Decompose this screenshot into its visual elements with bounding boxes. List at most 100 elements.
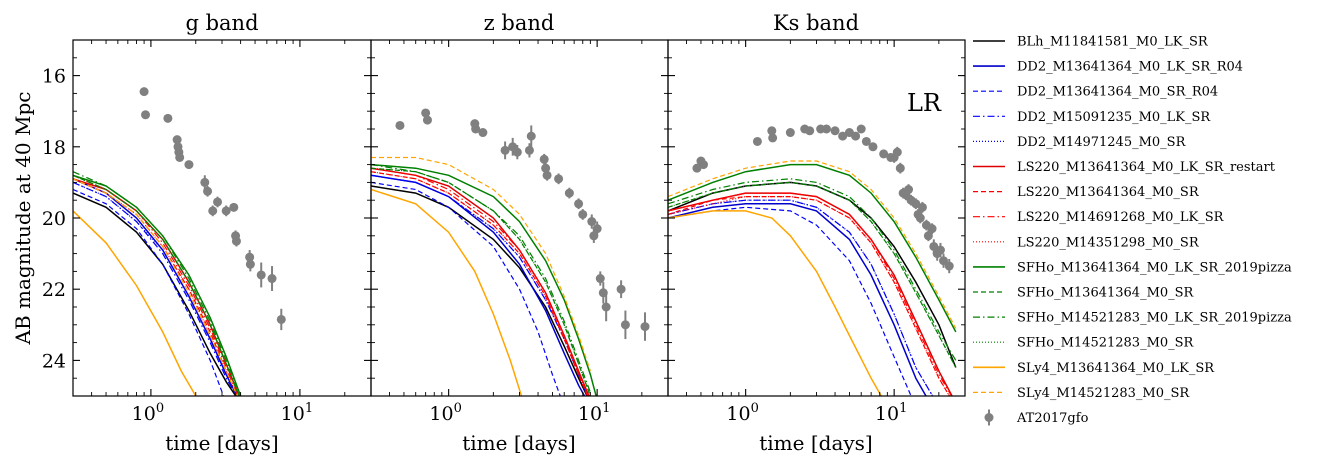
legend-label: LS220_M14691268_M0_LK_SR <box>1017 210 1225 225</box>
obs-point <box>526 131 536 141</box>
x-axis-label-z: time [days] <box>462 431 576 455</box>
obs-point <box>768 133 778 143</box>
series-line-ls220-m14351298-m0-sr <box>371 171 589 396</box>
obs-point <box>539 154 549 164</box>
obs-point <box>587 217 597 227</box>
obs-point <box>595 274 605 284</box>
legend-label: LS220_M13641364_M0_SR <box>1017 185 1200 200</box>
series-line-sly4-m13641364-m0-lk-sr <box>73 210 197 396</box>
obs-point <box>911 199 921 209</box>
obs-point <box>141 110 151 120</box>
series-line-dd2-m13641364-m0-lk-sr-r04 <box>668 203 927 396</box>
x-tick-label: 100 <box>132 401 164 425</box>
legend-label: SFHo_M14521283_M0_LK_SR_2019pizza <box>1017 311 1292 326</box>
x-tick-label: 101 <box>578 401 610 425</box>
obs-point <box>856 124 866 134</box>
obs-point <box>895 163 905 173</box>
panel-ks: Ks band 100 101 time [days] LR <box>667 11 966 455</box>
obs-point <box>542 170 552 180</box>
obs-point <box>512 147 522 157</box>
obs-point <box>767 126 777 136</box>
series-line-sfho-m13641364-m0-lk-sr-2019pizza <box>668 163 957 333</box>
series-line-sly4-m13641364-m0-lk-sr <box>668 210 883 396</box>
obs-point <box>821 124 831 134</box>
x-axis-label-g: time [days] <box>165 431 279 455</box>
obs-point <box>620 320 630 330</box>
x-axis-label-ks: time [days] <box>759 431 873 455</box>
obs-point <box>838 131 848 141</box>
legend-label: BLh_M11841581_M0_LK_SR <box>1017 35 1209 50</box>
obs-point <box>923 231 933 241</box>
series-line-sly4-m14521283-m0-sr <box>73 178 239 396</box>
series-line-sfho-m14521283-m0-lk-sr-2019pizza <box>371 164 591 393</box>
obs-point <box>879 149 889 159</box>
x-tick-label: 100 <box>429 401 461 425</box>
obs-point <box>939 256 949 266</box>
series-line-dd2-m13641364-m0-sr-r04 <box>668 206 912 396</box>
series-line-sfho-m13641364-m0-lk-sr-2019pizza <box>73 174 242 396</box>
obs-point <box>208 206 218 216</box>
series-line-sfho-m14521283-m0-lk-sr-2019pizza <box>668 178 957 361</box>
obs-point <box>471 124 481 134</box>
obs-point <box>267 274 277 284</box>
obs-point <box>601 302 611 312</box>
obs-point <box>221 206 231 216</box>
panel-g: g band 100 101 16 18 20 22 24 time [days] <box>42 11 372 455</box>
obs-point <box>805 126 815 136</box>
obs-point <box>578 209 588 219</box>
legend-label: DD2_M14971245_M0_SR <box>1017 135 1187 150</box>
obs-point <box>564 188 574 198</box>
series-line-sly4-m14521283-m0-sr <box>668 160 957 329</box>
obs-point <box>184 160 194 170</box>
legend: BLh_M11841581_M0_LK_SR DD2_M13641364_M0_L… <box>973 35 1292 426</box>
obs-point <box>589 231 599 241</box>
legend-label: LS220_M14351298_M0_SR <box>1017 235 1200 250</box>
panel-title-g: g band <box>185 11 258 35</box>
panel-title-ks: Ks band <box>773 11 859 35</box>
series-line-dd2-m15091235-m0-lk-sr <box>73 181 238 396</box>
obs-point <box>139 87 149 97</box>
obs-point <box>851 131 861 141</box>
obs-point <box>830 126 840 136</box>
legend-label: SLy4_M13641364_M0_LK_SR <box>1017 361 1215 376</box>
series-line-sfho-m14521283-m0-lk-sr-2019pizza <box>73 171 242 396</box>
legend-label: SFHo_M14521283_M0_SR <box>1017 336 1195 351</box>
series-line-sly4-m13641364-m0-lk-sr <box>371 188 523 396</box>
obs-point <box>172 135 182 145</box>
obs-point <box>935 245 945 255</box>
obs-point <box>276 314 286 324</box>
obs-point <box>892 147 902 157</box>
obs-point <box>861 136 871 146</box>
obs-point <box>256 270 266 280</box>
obs-point <box>200 177 210 187</box>
ticks-z: 100 101 <box>370 39 669 425</box>
legend-marker <box>984 413 994 422</box>
panel-z: z band 100 101 time [days] <box>370 11 669 455</box>
plot-frame-g <box>72 39 372 397</box>
plot-frame-ks <box>667 39 966 397</box>
y-axis-label: AB magnitude at 40 Mpc <box>11 92 35 346</box>
legend-label: SLy4_M14521283_M0_SR <box>1017 386 1190 401</box>
series-line-sfho-m13641364-m0-lk-sr-2019pizza <box>371 163 597 396</box>
series-line-blh-m11841581-m0-lk-sr <box>73 192 237 396</box>
obs-point <box>395 120 405 130</box>
series-line-dd2-m14971245-m0-sr <box>371 174 589 396</box>
obs-point <box>640 322 650 332</box>
obs-point <box>868 142 878 152</box>
legend-label: DD2_M15091235_M0_LK_SR <box>1017 110 1211 125</box>
obs-point <box>213 197 223 207</box>
obs-point <box>229 202 239 212</box>
obs-point <box>917 202 927 212</box>
plot-content-g <box>73 87 286 396</box>
series-line-ls220-m13641364-m0-sr <box>668 196 951 396</box>
y-tick-label: 18 <box>42 137 66 159</box>
series-line-ls220-m14691268-m0-lk-sr <box>73 174 239 396</box>
obs-point <box>421 108 431 118</box>
series-line-dd2-m13641364-m0-lk-sr-r04 <box>371 174 586 396</box>
series-line-dd2-m13641364-m0-sr-r04 <box>371 181 561 396</box>
obs-point <box>203 186 213 196</box>
series-line-ls220-m14691268-m0-lk-sr <box>668 192 953 396</box>
obs-point <box>231 236 241 246</box>
obs-point <box>554 174 564 184</box>
